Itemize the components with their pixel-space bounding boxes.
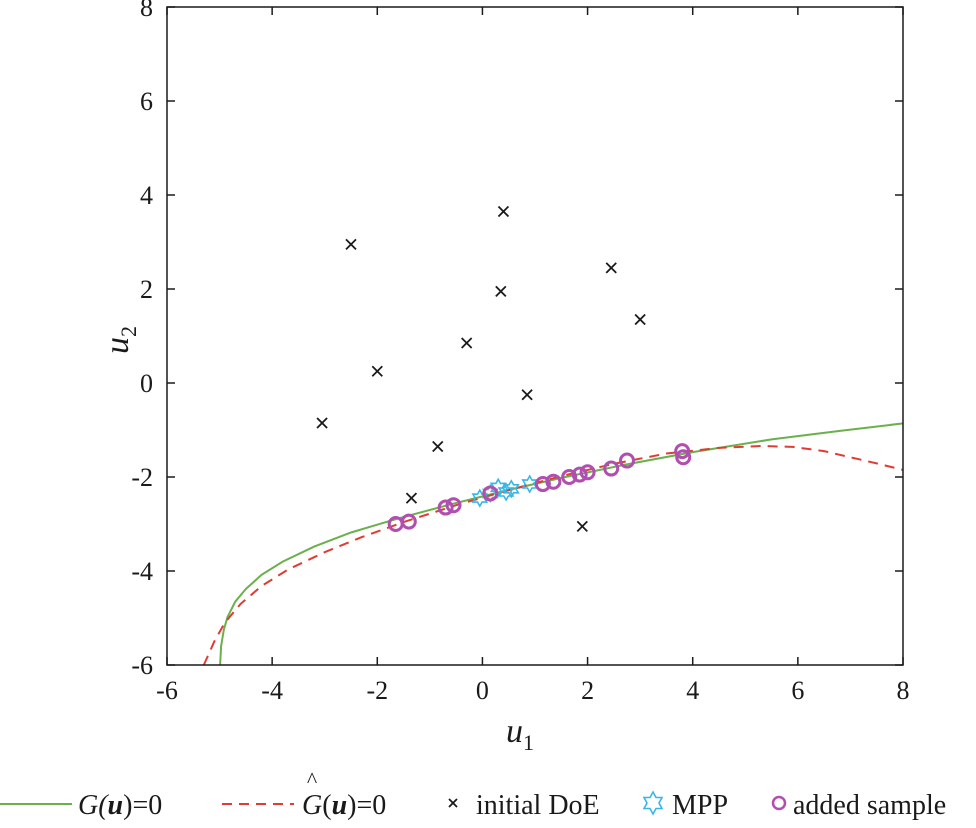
mpp-point: [497, 482, 515, 502]
added-sample-point: [482, 485, 499, 502]
doe-point: [521, 389, 533, 401]
x-tick-label: 6: [791, 676, 804, 705]
added-sample-point: [571, 466, 588, 483]
y-tick-label: 8: [140, 0, 153, 22]
curves-layer: [202, 422, 904, 666]
legend-hat-mark: ^: [307, 767, 318, 792]
mpp-point: [502, 479, 520, 499]
legend-swatch-doe: [448, 798, 458, 808]
added-sample-point: [675, 449, 692, 466]
markers-layer: [316, 205, 692, 532]
x-tick-label: -2: [366, 676, 388, 705]
legend-label-g-true: G(u)=0: [78, 790, 162, 821]
legend-label-doe: initial DoE: [476, 790, 600, 821]
x-tick-label: 2: [581, 676, 594, 705]
doe-point: [371, 365, 383, 377]
legend-label-g-hat: G(u)=0: [302, 790, 386, 821]
doe-point: [461, 337, 473, 349]
doe-point: [316, 417, 328, 429]
legend-label-added: added sample: [793, 790, 946, 821]
doe-point: [345, 238, 357, 250]
added-sample-point: [437, 499, 454, 516]
g-curve-line: [219, 422, 904, 666]
added-sample-point: [445, 497, 462, 514]
added-sample-point: [400, 513, 417, 530]
doe-point: [576, 520, 588, 532]
doe-point: [497, 205, 510, 218]
y-tick-label: 2: [140, 275, 153, 304]
y-tick-label: 6: [140, 87, 153, 116]
mpp-point: [489, 477, 507, 497]
y-tick-label: -2: [131, 463, 153, 492]
x-tick-label: -4: [261, 676, 283, 705]
y-tick-label: -4: [131, 557, 153, 586]
legend-label-mpp: MPP: [672, 790, 728, 821]
added-sample-point: [545, 473, 562, 490]
added-sample-point: [579, 464, 596, 481]
y-tick-label: -6: [131, 651, 153, 680]
doe-point: [405, 492, 418, 504]
y-tick-label: 4: [140, 181, 153, 210]
added-sample-point: [619, 452, 635, 469]
ticks-layer: -6 -4 -2 0 2 4 6 8 -6 -4 -2 0 2 4 6 8: [131, 0, 909, 705]
doe-point: [432, 440, 444, 453]
x-tick-label: 0: [476, 676, 489, 705]
x-axis-label: u1: [506, 713, 534, 755]
g-hat-curve-line: [202, 444, 904, 666]
mpp-point: [521, 474, 539, 494]
x-tick-label: 8: [897, 676, 910, 705]
legend-swatch-added: [771, 795, 787, 811]
doe-point: [605, 262, 617, 274]
y-tick-label: 0: [140, 369, 153, 398]
plot-frame: [166, 6, 904, 666]
x-tick-label: 4: [686, 676, 699, 705]
added-sample-point: [534, 476, 551, 493]
added-sample-point: [603, 460, 620, 477]
legend-swatch-mpp: [642, 790, 664, 816]
x-tick-label: -6: [156, 676, 178, 705]
doe-point: [495, 285, 507, 297]
added-sample-point: [674, 443, 691, 460]
added-sample-point: [561, 469, 578, 485]
doe-point: [634, 313, 646, 326]
y-axis-label: u2: [99, 326, 141, 354]
legend: G(u)=0 ^ G(u)=0 initial DoE MPP added sa…: [0, 767, 946, 821]
mpp-point: [471, 488, 489, 508]
